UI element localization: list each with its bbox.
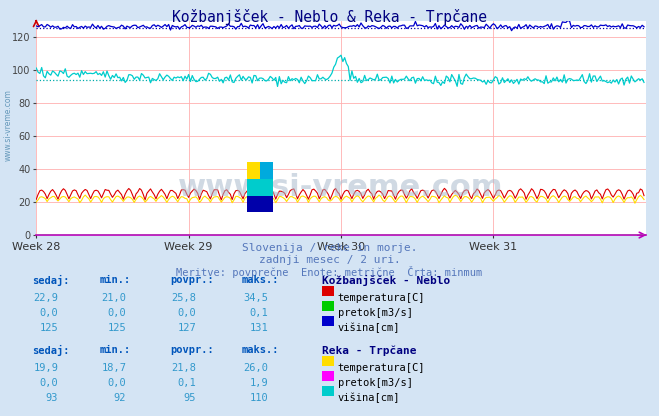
Text: www.si-vreme.com: www.si-vreme.com: [3, 89, 13, 161]
Text: 18,7: 18,7: [101, 363, 127, 373]
Text: 25,8: 25,8: [171, 293, 196, 303]
Text: 0,0: 0,0: [40, 308, 59, 318]
Text: 26,0: 26,0: [243, 363, 268, 373]
Text: sedaj:: sedaj:: [32, 345, 69, 356]
Text: višina[cm]: višina[cm]: [338, 393, 400, 404]
Text: 34,5: 34,5: [243, 293, 268, 303]
Text: Slovenija / reke in morje.: Slovenija / reke in morje.: [242, 243, 417, 253]
Text: min.:: min.:: [100, 275, 131, 285]
Text: Reka - Trpčane: Reka - Trpčane: [322, 345, 416, 356]
Text: 1,9: 1,9: [250, 378, 268, 388]
Text: višina[cm]: višina[cm]: [338, 323, 400, 333]
Text: 19,9: 19,9: [34, 363, 59, 373]
Text: sedaj:: sedaj:: [32, 275, 69, 286]
Text: pretok[m3/s]: pretok[m3/s]: [338, 378, 413, 388]
Text: Meritve: povprečne  Enote: metrične  Črta: minmum: Meritve: povprečne Enote: metrične Črta:…: [177, 266, 482, 278]
Text: 22,9: 22,9: [34, 293, 59, 303]
Text: min.:: min.:: [100, 345, 131, 355]
Text: povpr.:: povpr.:: [170, 275, 214, 285]
Text: 0,0: 0,0: [107, 378, 127, 388]
Text: Kožbanjšček - Neblo & Reka - Trpčane: Kožbanjšček - Neblo & Reka - Trpčane: [172, 9, 487, 25]
Text: 0,0: 0,0: [40, 378, 59, 388]
Text: 127: 127: [178, 323, 196, 333]
Text: 0,0: 0,0: [178, 308, 196, 318]
Text: 0,1: 0,1: [250, 308, 268, 318]
Text: 125: 125: [107, 323, 127, 333]
Text: temperatura[C]: temperatura[C]: [338, 293, 425, 303]
Text: 110: 110: [250, 393, 268, 403]
Text: 92: 92: [114, 393, 127, 403]
Text: 93: 93: [46, 393, 59, 403]
Bar: [247, 179, 273, 196]
Text: 21,8: 21,8: [171, 363, 196, 373]
Text: 95: 95: [184, 393, 196, 403]
Text: Kožbanjšček - Neblo: Kožbanjšček - Neblo: [322, 275, 450, 286]
Text: temperatura[C]: temperatura[C]: [338, 363, 425, 373]
Bar: [247, 162, 260, 179]
Text: 125: 125: [40, 323, 59, 333]
Bar: [247, 196, 273, 212]
Text: 0,1: 0,1: [178, 378, 196, 388]
Text: 0,0: 0,0: [107, 308, 127, 318]
Text: zadnji mesec / 2 uri.: zadnji mesec / 2 uri.: [258, 255, 401, 265]
Bar: [260, 162, 273, 179]
Text: pretok[m3/s]: pretok[m3/s]: [338, 308, 413, 318]
Text: povpr.:: povpr.:: [170, 345, 214, 355]
Text: maks.:: maks.:: [242, 345, 279, 355]
Text: 131: 131: [250, 323, 268, 333]
Text: www.si-vreme.com: www.si-vreme.com: [179, 173, 503, 202]
Text: 21,0: 21,0: [101, 293, 127, 303]
Text: maks.:: maks.:: [242, 275, 279, 285]
